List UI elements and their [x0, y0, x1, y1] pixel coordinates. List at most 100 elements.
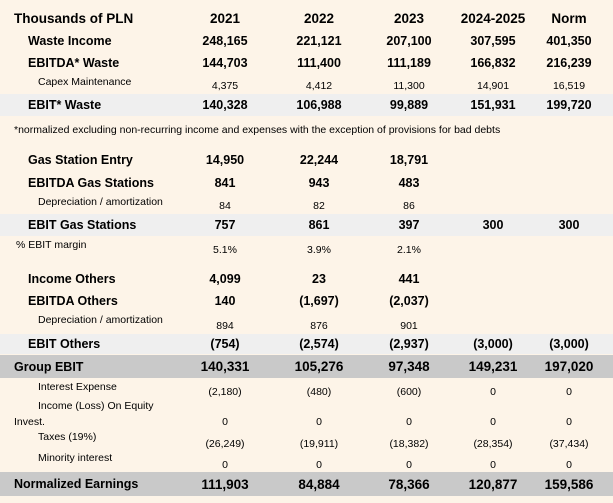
cell-2022: 22,244: [299, 153, 339, 167]
cell-2021: 841: [214, 176, 236, 190]
row-label: Minority interest: [38, 452, 113, 464]
cell-2022: 3.9%: [307, 244, 331, 256]
cell-2023: 99,889: [389, 98, 429, 112]
cell-2021: 140,331: [200, 359, 250, 374]
waste-income-row: Waste Income 248,165 221,121 207,100 307…: [0, 30, 613, 52]
cell-2021: 140: [214, 294, 236, 308]
cell-2022: (2,574): [299, 337, 339, 351]
cell-2023: 18,791: [389, 153, 429, 167]
row-label: EBITDA* Waste: [28, 56, 120, 70]
cell-norm: (3,000): [549, 337, 589, 351]
row-label: Waste Income: [28, 34, 112, 48]
cell-2021: 894: [216, 320, 234, 332]
cell-2024-2025: 166,832: [470, 56, 516, 70]
cell-2024-2025: (28,354): [473, 438, 513, 450]
row-label: Depreciation / amortization: [38, 196, 163, 208]
cell-2021: 140,328: [202, 98, 248, 112]
cell-2022: 82: [313, 200, 325, 212]
row-label: Income Others: [28, 272, 116, 286]
cell-norm: 159,586: [544, 476, 594, 492]
gas-margin-row: % EBIT margin 5.1% 3.9% 2.1%: [0, 236, 613, 258]
row-label: Normalized Earnings: [14, 477, 139, 491]
row-label: Group EBIT: [14, 359, 84, 374]
cell-2023: 483: [398, 176, 420, 190]
cell-2023: 207,100: [386, 34, 432, 48]
cell-2022: 84,884: [298, 476, 340, 492]
cell-2023: 441: [398, 272, 420, 286]
cell-2022: 105,276: [294, 359, 344, 374]
cell-2021: 5.1%: [213, 244, 237, 256]
header-row: Thousands of PLN 2021 2022 2023 2024-202…: [0, 6, 613, 30]
row-label-line1: Income (Loss) On Equity: [38, 400, 154, 412]
row-label: EBIT Others: [28, 337, 101, 351]
cell-2024-2025: 300: [482, 218, 504, 232]
col-2023: 2023: [393, 10, 425, 26]
cell-2021: (26,249): [205, 438, 245, 450]
cell-2021: (754): [210, 337, 240, 351]
cell-2022: 221,121: [296, 34, 342, 48]
cell-norm: 197,020: [544, 359, 594, 374]
cell-2021: 248,165: [202, 34, 248, 48]
row-label: EBITDA Gas Stations: [28, 176, 154, 190]
cell-2023: (2,037): [389, 294, 429, 308]
cell-2022: 23: [312, 272, 326, 286]
cell-2024-2025: (3,000): [473, 337, 513, 351]
col-2024-2025: 2024-2025: [460, 10, 526, 26]
cell-2023: 2.1%: [397, 244, 421, 256]
gas-ebitda-row: EBITDA Gas Stations 841 943 483: [0, 172, 613, 194]
row-label: Gas Station Entry: [28, 153, 133, 167]
cell-norm: 0: [566, 416, 572, 428]
cell-2024-2025: 0: [490, 416, 496, 428]
cell-2022: 861: [308, 218, 330, 232]
cell-2021: 4,375: [211, 80, 239, 92]
cell-2024-2025: 120,877: [468, 476, 518, 492]
header-label: Thousands of PLN: [14, 10, 134, 26]
row-label: Interest Expense: [38, 381, 117, 393]
cell-2023: 397: [398, 218, 420, 232]
cell-norm: (37,434): [549, 438, 589, 450]
cell-2022: 4,412: [305, 80, 333, 92]
cell-2021: 144,703: [202, 56, 248, 70]
cell-2022: (1,697): [299, 294, 339, 308]
cell-2023: (2,937): [389, 337, 429, 351]
others-ebit-row: EBIT Others (754) (2,574) (2,937) (3,000…: [0, 334, 613, 354]
row-label: EBITDA Others: [28, 294, 118, 308]
others-depreciation-row: Depreciation / amortization 894 876 901: [0, 312, 613, 334]
cell-2021: 757: [214, 218, 236, 232]
cell-2022: 0: [316, 416, 322, 428]
cell-2021: 4,099: [209, 272, 241, 286]
others-income-row: Income Others 4,099 23 441: [0, 268, 613, 290]
cell-norm: 300: [558, 218, 580, 232]
cell-2021: 0: [222, 459, 228, 471]
cell-2023: 901: [400, 320, 418, 332]
row-label: % EBIT margin: [16, 239, 87, 251]
cell-2022: (480): [306, 386, 332, 398]
gas-depreciation-row: Depreciation / amortization 84 82 86: [0, 194, 613, 214]
cell-norm: 199,720: [546, 98, 592, 112]
cell-2024-2025: 151,931: [470, 98, 516, 112]
cell-2023: 86: [403, 200, 415, 212]
cell-2023: (600): [396, 386, 422, 398]
others-ebitda-row: EBITDA Others 140 (1,697) (2,037): [0, 290, 613, 312]
cell-2024-2025: 149,231: [468, 359, 518, 374]
cell-norm: 0: [566, 386, 572, 398]
cell-norm: 16,519: [552, 80, 586, 92]
row-label: EBIT Gas Stations: [28, 218, 137, 232]
cell-2023: 0: [406, 416, 412, 428]
cell-2023: 78,366: [388, 476, 430, 492]
interest-row: Interest Expense (2,180) (480) (600) 0 0: [0, 380, 613, 402]
row-label-line2: Invest.: [14, 416, 45, 428]
cell-2024-2025: 14,901: [476, 80, 510, 92]
cell-2022: 943: [308, 176, 330, 190]
cell-2021: (2,180): [208, 386, 242, 398]
row-label: Capex Maintenance: [38, 76, 132, 88]
waste-capex-row: Capex Maintenance 4,375 4,412 11,300 14,…: [0, 74, 613, 94]
cell-2023: 111,189: [387, 56, 431, 70]
cell-2021: 0: [222, 416, 228, 428]
waste-ebit-row: EBIT* Waste 140,328 106,988 99,889 151,9…: [0, 94, 613, 116]
cell-2023: (18,382): [389, 438, 429, 450]
group-ebit-row: Group EBIT 140,331 105,276 97,348 149,23…: [0, 355, 613, 378]
cell-2022: 106,988: [296, 98, 342, 112]
cell-2022: 111,400: [297, 56, 341, 70]
